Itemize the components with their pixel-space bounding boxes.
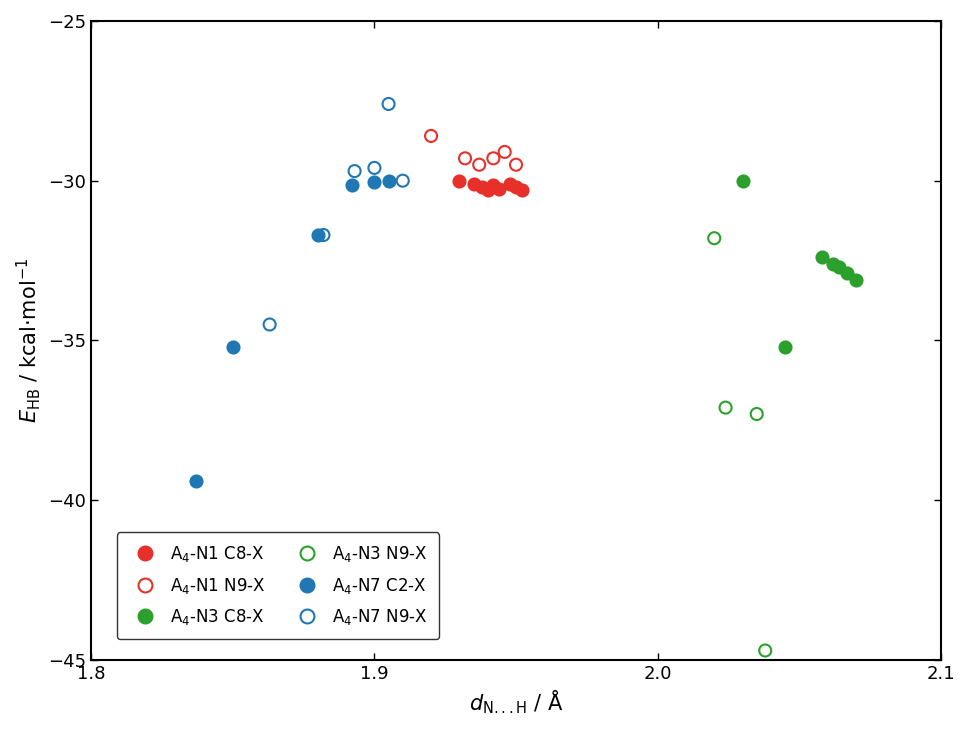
Point <box>503 178 518 190</box>
Point <box>497 146 513 158</box>
Point <box>485 180 501 191</box>
Point <box>423 130 439 142</box>
Point <box>509 181 524 193</box>
Point <box>480 185 495 196</box>
Point <box>472 159 487 171</box>
Point <box>366 162 382 174</box>
Point <box>718 402 734 413</box>
Point <box>814 252 829 264</box>
X-axis label: $d_{\mathrm{N...H}}$ / Å: $d_{\mathrm{N...H}}$ / Å <box>469 688 563 716</box>
Point <box>316 229 331 241</box>
Point <box>491 182 507 194</box>
Point <box>344 180 359 191</box>
Point <box>514 185 529 196</box>
Point <box>509 159 524 171</box>
Point <box>188 475 203 487</box>
Legend: A$_4$-N1 C8-X, A$_4$-N1 N9-X, A$_4$-N3 C8-X, A$_4$-N3 N9-X, A$_4$-N7 C2-X, A$_4$: A$_4$-N1 C8-X, A$_4$-N1 N9-X, A$_4$-N3 C… <box>116 532 440 639</box>
Point <box>310 229 326 241</box>
Point <box>735 175 750 187</box>
Point <box>826 258 841 269</box>
Point <box>848 274 863 285</box>
Point <box>831 261 847 273</box>
Point <box>262 319 277 331</box>
Point <box>777 341 793 353</box>
Point <box>485 153 501 164</box>
Point <box>381 175 396 187</box>
Point <box>706 232 722 244</box>
Point <box>381 98 396 110</box>
Point <box>366 177 382 188</box>
Point <box>347 165 362 177</box>
Point <box>457 153 473 164</box>
Point <box>466 178 482 190</box>
Point <box>758 645 773 656</box>
Point <box>225 341 240 353</box>
Point <box>839 267 855 279</box>
Point <box>452 175 467 187</box>
Point <box>395 175 411 187</box>
Point <box>474 181 489 193</box>
Y-axis label: $E_{\mathrm{HB}}$ / kcal·mol$^{-1}$: $E_{\mathrm{HB}}$ / kcal·mol$^{-1}$ <box>14 258 43 423</box>
Point <box>749 408 765 420</box>
